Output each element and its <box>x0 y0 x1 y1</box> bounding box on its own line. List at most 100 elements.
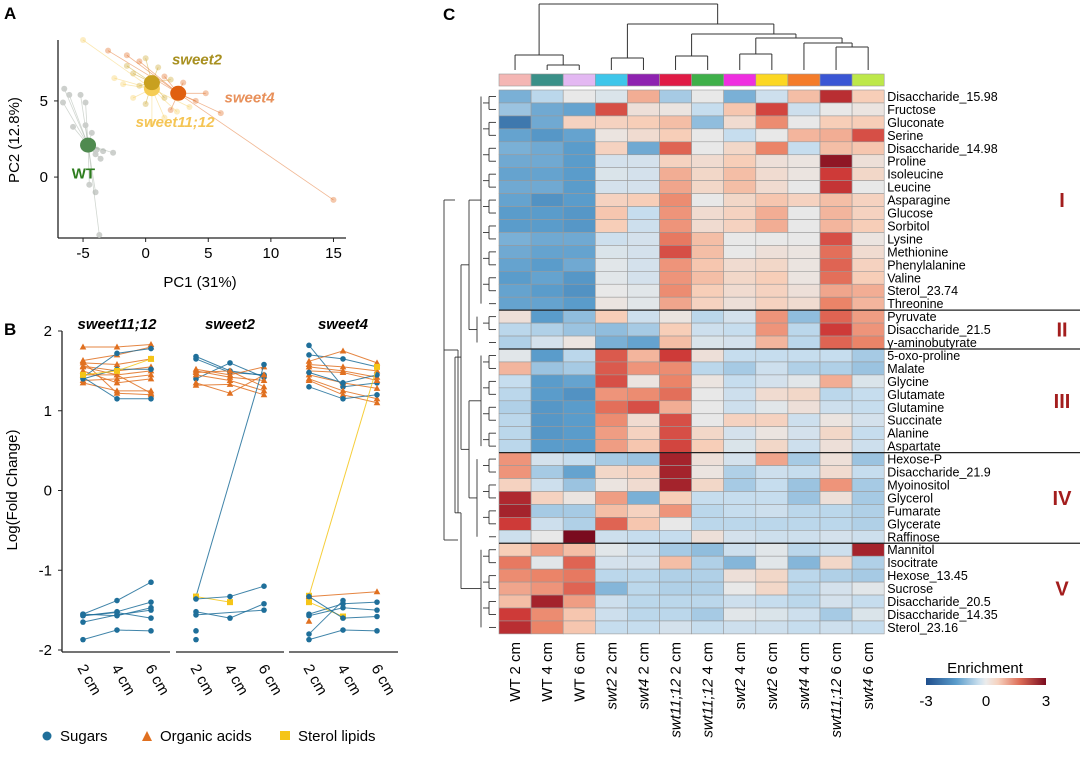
heatmap-cell <box>627 245 660 259</box>
pca-sample-point <box>123 52 130 59</box>
heatmap-cell <box>819 426 853 440</box>
fold-change-point-sterol-lipid <box>374 363 380 370</box>
fold-change-point-organic-acid <box>113 389 121 396</box>
heatmap-cell <box>562 245 596 259</box>
fold-change-point-sugar <box>227 615 233 621</box>
heatmap-cell <box>691 167 724 181</box>
pca-sample-point <box>161 94 168 101</box>
heatmap-cell <box>819 180 853 194</box>
heatmap-cell <box>627 258 660 272</box>
heatmap-cell <box>659 374 692 389</box>
heatmap-cell <box>851 491 885 505</box>
heatmap-cell <box>723 361 757 376</box>
fold-change-x-tick-label: 2 cm <box>187 662 218 699</box>
legend-organic-acids-marker <box>142 731 152 741</box>
fold-change-y-tick-label: 2 <box>44 323 52 340</box>
heatmap-cell <box>530 517 564 531</box>
heatmap-cell <box>530 206 564 220</box>
heatmap-cell <box>498 102 532 117</box>
heatmap-cell <box>594 296 628 311</box>
fold-change-point-organic-acid <box>260 391 268 398</box>
heatmap-cell <box>691 478 724 492</box>
fold-change-point-organic-acid <box>192 379 200 386</box>
heatmap-cell <box>691 258 724 272</box>
heatmap-cell <box>819 309 853 324</box>
heatmap-cell <box>755 400 789 415</box>
heatmap-cell <box>723 335 757 350</box>
heatmap-cell <box>498 594 532 609</box>
heatmap-cell <box>787 245 821 259</box>
fold-change-point-organic-acid <box>305 617 313 624</box>
column-group-color <box>594 73 628 87</box>
heatmap-cell <box>562 620 596 635</box>
heatmap-cell <box>819 128 853 143</box>
fold-change-point-organic-acid <box>147 375 155 382</box>
heatmap-cell <box>723 219 757 233</box>
heatmap-cell <box>755 115 789 130</box>
sample-position: 4 cm <box>796 642 813 679</box>
heatmap-cell <box>498 568 532 583</box>
heatmap-cell <box>627 141 660 156</box>
heatmap-cell <box>627 529 660 544</box>
fold-change-point-sugar <box>374 392 380 398</box>
heatmap-cell <box>723 542 757 557</box>
heatmap-cell <box>691 89 724 104</box>
heatmap-cell <box>562 180 596 194</box>
metabolite-row-label: Succinate <box>887 414 942 428</box>
column-group-color <box>723 73 757 87</box>
fold-change-point-organic-acid <box>113 371 121 378</box>
pca-spoke-line <box>63 88 89 146</box>
heatmap-cell <box>691 581 724 596</box>
heatmap-cell <box>562 361 596 376</box>
heatmap-cell <box>659 167 692 181</box>
metabolite-row-label: Hexose_13.45 <box>887 569 968 583</box>
heatmap-cell <box>530 529 564 544</box>
heatmap-cell <box>562 413 596 427</box>
sample-position: 6 cm <box>571 642 588 679</box>
heatmap-cell <box>562 426 596 440</box>
fold-change-y-tick-label: -1 <box>39 562 52 579</box>
heatmap-cell <box>530 465 564 479</box>
heatmap-cell <box>691 232 724 246</box>
heatmap-cell <box>627 452 660 466</box>
fold-change-x-tick-label: 4 cm <box>108 662 139 699</box>
heatmap-cell <box>819 154 853 168</box>
metabolite-row-label: Serine <box>887 129 923 143</box>
heatmap-cell <box>627 89 660 104</box>
heatmap-cell <box>530 154 564 168</box>
fold-change-point-organic-acid <box>79 363 87 370</box>
heatmap-cell <box>755 258 789 272</box>
heatmap-cell <box>723 555 757 570</box>
heatmap-cell <box>627 517 660 531</box>
heatmap-cell <box>819 219 853 233</box>
heatmap-cell <box>755 504 789 518</box>
column-group-color <box>851 73 885 87</box>
heatmap-cell <box>562 115 596 130</box>
heatmap-cell <box>851 102 885 117</box>
fold-change-x-tick-label: 2 cm <box>74 662 105 699</box>
heatmap-cell <box>659 115 692 130</box>
heatmap-cell <box>723 517 757 531</box>
pca-spoke-line <box>68 94 89 146</box>
heatmap-cell <box>819 270 853 285</box>
heatmap-cell <box>562 322 596 337</box>
metabolite-row-label: Isocitrate <box>887 556 938 570</box>
enrichment-gradient-bar <box>926 678 1046 685</box>
heatmap-cell <box>819 206 853 220</box>
heatmap-cell <box>659 620 692 635</box>
heatmap-cell <box>691 607 724 622</box>
facet-title: sweet2 <box>205 316 256 333</box>
heatmap-cell <box>498 270 532 285</box>
heatmap-cell <box>787 309 821 324</box>
heatmap-cell <box>723 102 757 117</box>
heatmap-cell <box>562 465 596 479</box>
cluster-label: I <box>1059 190 1065 212</box>
heatmap-cell <box>819 491 853 505</box>
fold-change-point-organic-acid <box>113 379 121 386</box>
cluster-label: V <box>1055 579 1069 601</box>
heatmap-cell <box>819 465 853 479</box>
heatmap-cell <box>723 296 757 311</box>
heatmap-cell <box>498 413 532 427</box>
heatmap-cell <box>530 193 564 207</box>
heatmap-cell <box>723 607 757 622</box>
